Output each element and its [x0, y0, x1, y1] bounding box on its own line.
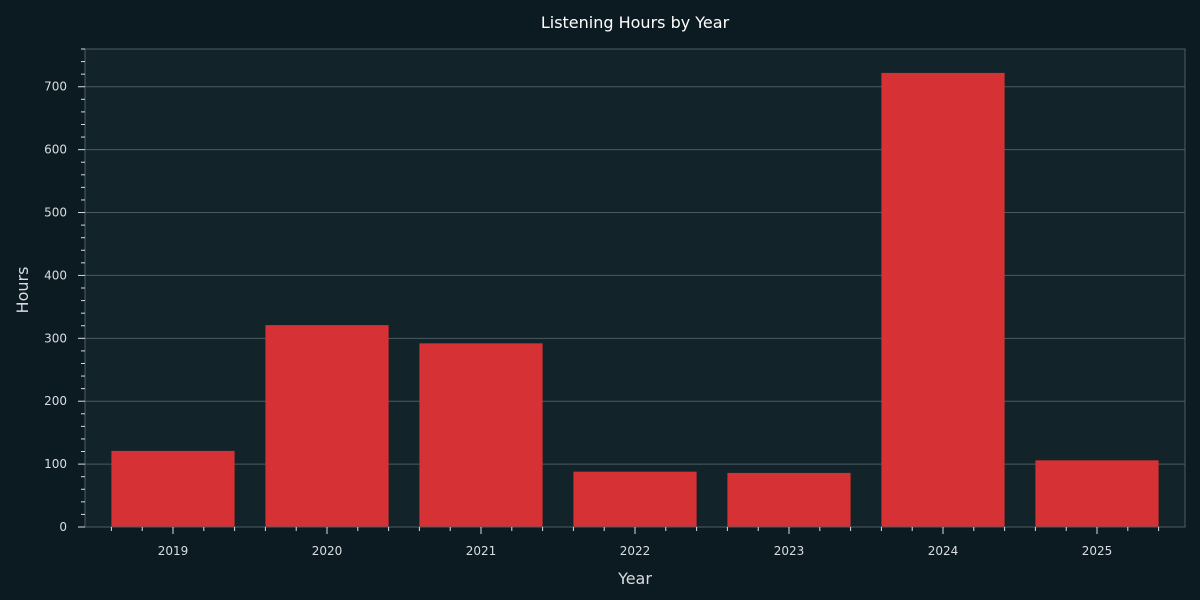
x-tick-label: 2022 [620, 544, 651, 558]
y-tick-label: 600 [44, 143, 67, 157]
x-tick-label: 2023 [774, 544, 805, 558]
plot-area [85, 49, 1185, 527]
x-tick-label: 2019 [158, 544, 189, 558]
y-tick-label: 400 [44, 268, 67, 282]
bar-2025 [1035, 460, 1159, 527]
bars [111, 72, 1159, 528]
x-tick-label: 2024 [928, 544, 959, 558]
bar-2021 [419, 343, 543, 527]
y-axis: 0 100 200 300 400 500 600 700 [44, 48, 85, 534]
x-tick-label: 2025 [1082, 544, 1113, 558]
bar-2023 [727, 472, 851, 527]
bar-2019 [111, 450, 235, 527]
y-tick-label: 500 [44, 206, 67, 220]
bar-2022 [573, 471, 697, 527]
x-tick-label: 2021 [466, 544, 497, 558]
x-axis-label: Year [617, 569, 652, 588]
bar-2024 [881, 72, 1005, 528]
y-tick-label: 100 [44, 457, 67, 471]
y-tick-label: 200 [44, 394, 67, 408]
chart-title: Listening Hours by Year [541, 13, 730, 32]
x-tick-label: 2020 [312, 544, 343, 558]
x-axis: 2019 2020 2021 2022 2023 2024 2025 [110, 527, 1160, 558]
y-tick-label: 700 [44, 80, 67, 94]
y-tick-label: 300 [44, 331, 67, 345]
bar-2020 [265, 325, 389, 527]
y-axis-label: Hours [13, 267, 32, 314]
y-tick-label: 0 [59, 520, 67, 534]
